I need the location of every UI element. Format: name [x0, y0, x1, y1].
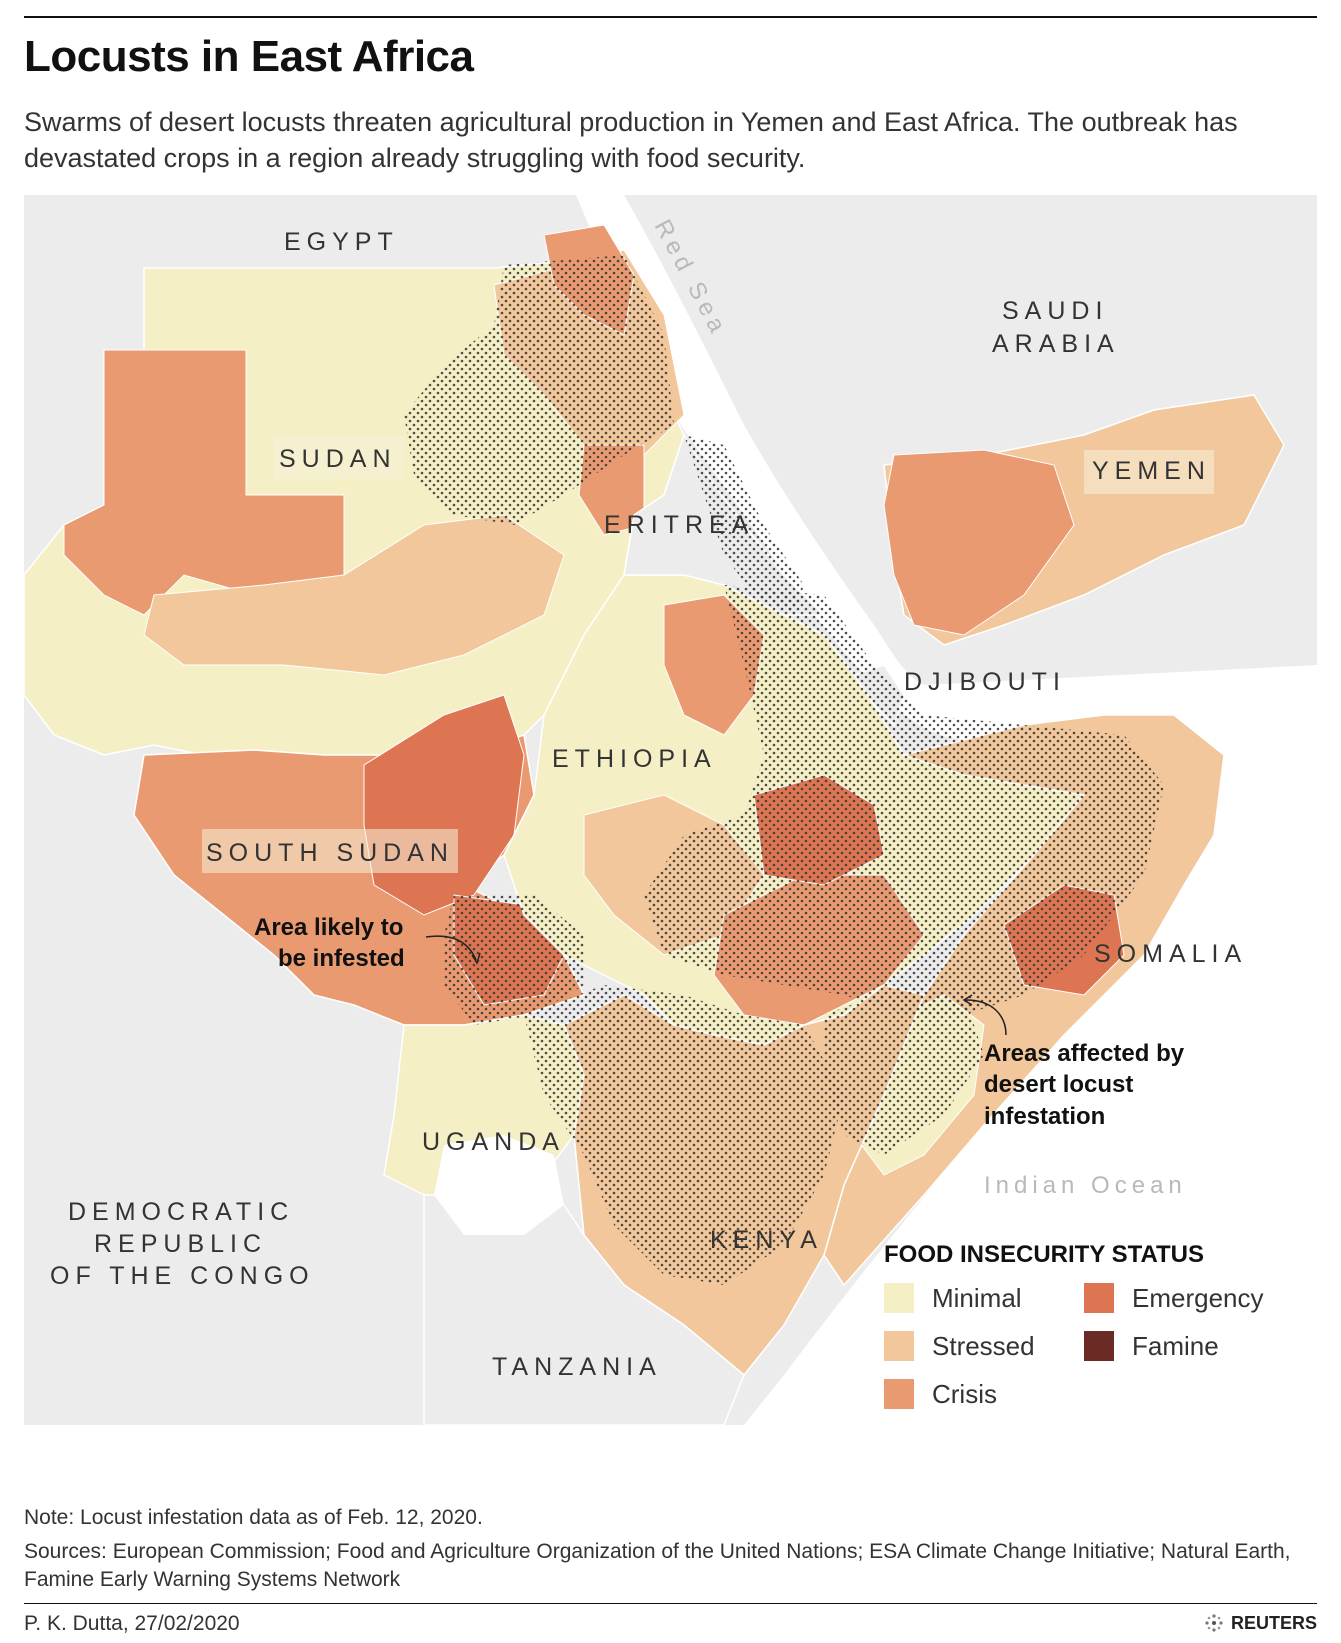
label-indian-ocean: Indian Ocean — [984, 1172, 1187, 1199]
annotation-likely-line2: be infested — [278, 945, 405, 972]
legend-swatch-emergency — [1084, 1283, 1114, 1313]
brand: REUTERS — [1203, 1612, 1317, 1634]
page-title: Locusts in East Africa — [24, 32, 474, 81]
label-djibouti: DJIBOUTI — [904, 668, 1066, 696]
label-drc-line2: REPUBLIC — [94, 1230, 267, 1258]
red-sea — [576, 195, 1317, 1425]
country-labels: EGYPT SUDAN ERITREA SAUDI ARABIA YEMEN D… — [50, 228, 1247, 1381]
legend-label-minimal: Minimal — [932, 1283, 1022, 1313]
page-subtitle: Swarms of desert locusts threaten agricu… — [24, 107, 1238, 173]
annotation-likely-line1: Area likely to — [254, 914, 403, 941]
label-ethiopia: ETHIOPIA — [552, 745, 717, 773]
legend-swatch-stressed — [884, 1331, 914, 1361]
legend-label-stressed: Stressed — [932, 1331, 1035, 1361]
annotation-likely: Area likely to be infested — [254, 914, 481, 972]
annotation-affected-line3: infestation — [984, 1103, 1105, 1130]
label-south-sudan: SOUTH SUDAN — [206, 839, 454, 867]
legend: FOOD INSECURITY STATUS Minimal Stressed … — [884, 1241, 1264, 1409]
legend-label-emergency: Emergency — [1132, 1283, 1264, 1313]
infestation-ethiopia-somalia — [644, 585, 1164, 1015]
annotation-affected: Areas affected by desert locust infestat… — [962, 994, 1185, 1130]
bottom-rule — [24, 1603, 1317, 1604]
label-kenya: KENYA — [710, 1226, 823, 1254]
label-saudi: SAUDI — [1002, 297, 1108, 325]
label-arabia: ARABIA — [992, 330, 1120, 358]
brand-name: REUTERS — [1230, 1612, 1317, 1633]
annotation-affected-line2: desert locust — [984, 1071, 1133, 1098]
reuters-logo-icon — [1205, 1614, 1223, 1632]
sources: Sources: European Commission; Food and A… — [24, 1540, 1291, 1591]
infestation-likely-south-sudan — [444, 895, 584, 1025]
region-sudan-stressed-center — [143, 514, 565, 676]
legend-label-crisis: Crisis — [932, 1379, 997, 1409]
annotation-affected-line1: Areas affected by — [984, 1040, 1185, 1067]
label-yemen: YEMEN — [1092, 457, 1211, 485]
infestation-kenya — [524, 985, 844, 1285]
infestation-sudan-east — [404, 255, 674, 525]
top-rule — [24, 16, 1317, 18]
annotation-affected-arrow — [965, 999, 1007, 1036]
lake-victoria — [434, 1135, 564, 1235]
note: Note: Locust infestation data as of Feb.… — [24, 1506, 483, 1529]
legend-swatch-crisis — [884, 1379, 914, 1409]
map: EGYPT SUDAN ERITREA SAUDI ARABIA YEMEN D… — [24, 195, 1317, 1425]
legend-title: FOOD INSECURITY STATUS — [884, 1241, 1204, 1268]
region-sudan-crisis-west — [63, 349, 345, 616]
label-somalia: SOMALIA — [1094, 940, 1247, 968]
infestation-somalia-south — [824, 985, 984, 1155]
label-sudan: SUDAN — [279, 445, 397, 473]
label-uganda: UGANDA — [422, 1128, 565, 1156]
legend-swatch-minimal — [884, 1283, 914, 1313]
label-drc-line1: DEMOCRATIC — [68, 1198, 294, 1226]
credit: P. K. Dutta, 27/02/2020 — [24, 1612, 240, 1635]
legend-swatch-famine — [1084, 1331, 1114, 1361]
label-drc-line3: OF THE CONGO — [50, 1262, 315, 1290]
region-yemen-crisis — [883, 449, 1075, 636]
infestation-eritrea — [684, 435, 804, 615]
label-egypt: EGYPT — [284, 228, 399, 256]
label-tanzania: TANZANIA — [492, 1353, 662, 1381]
label-eritrea: ERITREA — [604, 511, 754, 539]
annotation-likely-arrow — [425, 935, 477, 961]
legend-label-famine: Famine — [1132, 1331, 1219, 1361]
